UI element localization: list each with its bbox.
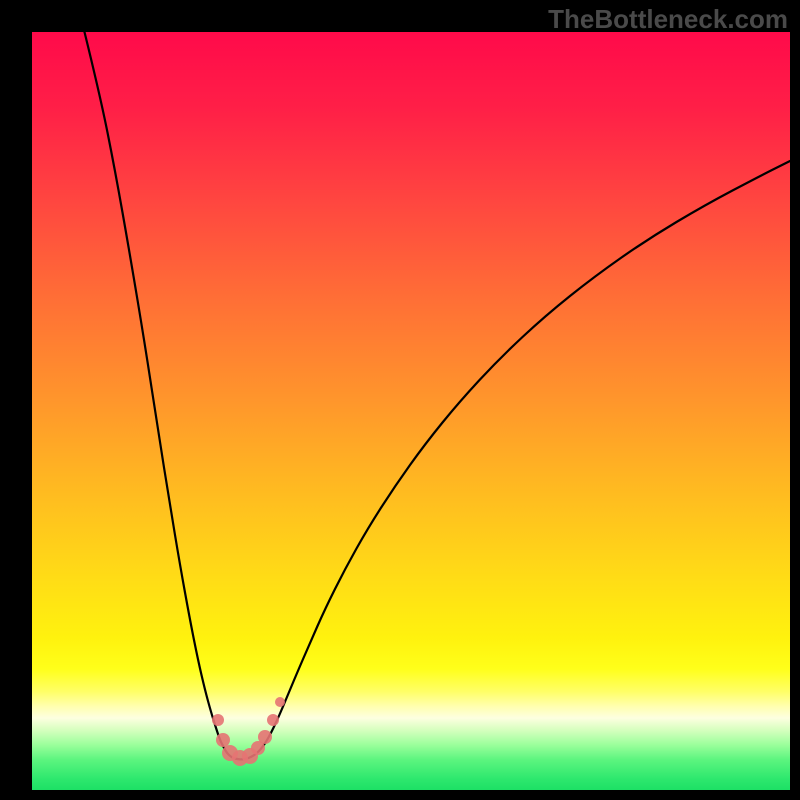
curve-marker: [212, 714, 224, 726]
bottleneck-curve: [0, 0, 800, 800]
watermark-text: TheBottleneck.com: [548, 4, 788, 35]
curve-marker: [275, 697, 285, 707]
curve-marker: [267, 714, 279, 726]
curve-marker: [258, 730, 272, 744]
curve-path: [84, 30, 790, 759]
